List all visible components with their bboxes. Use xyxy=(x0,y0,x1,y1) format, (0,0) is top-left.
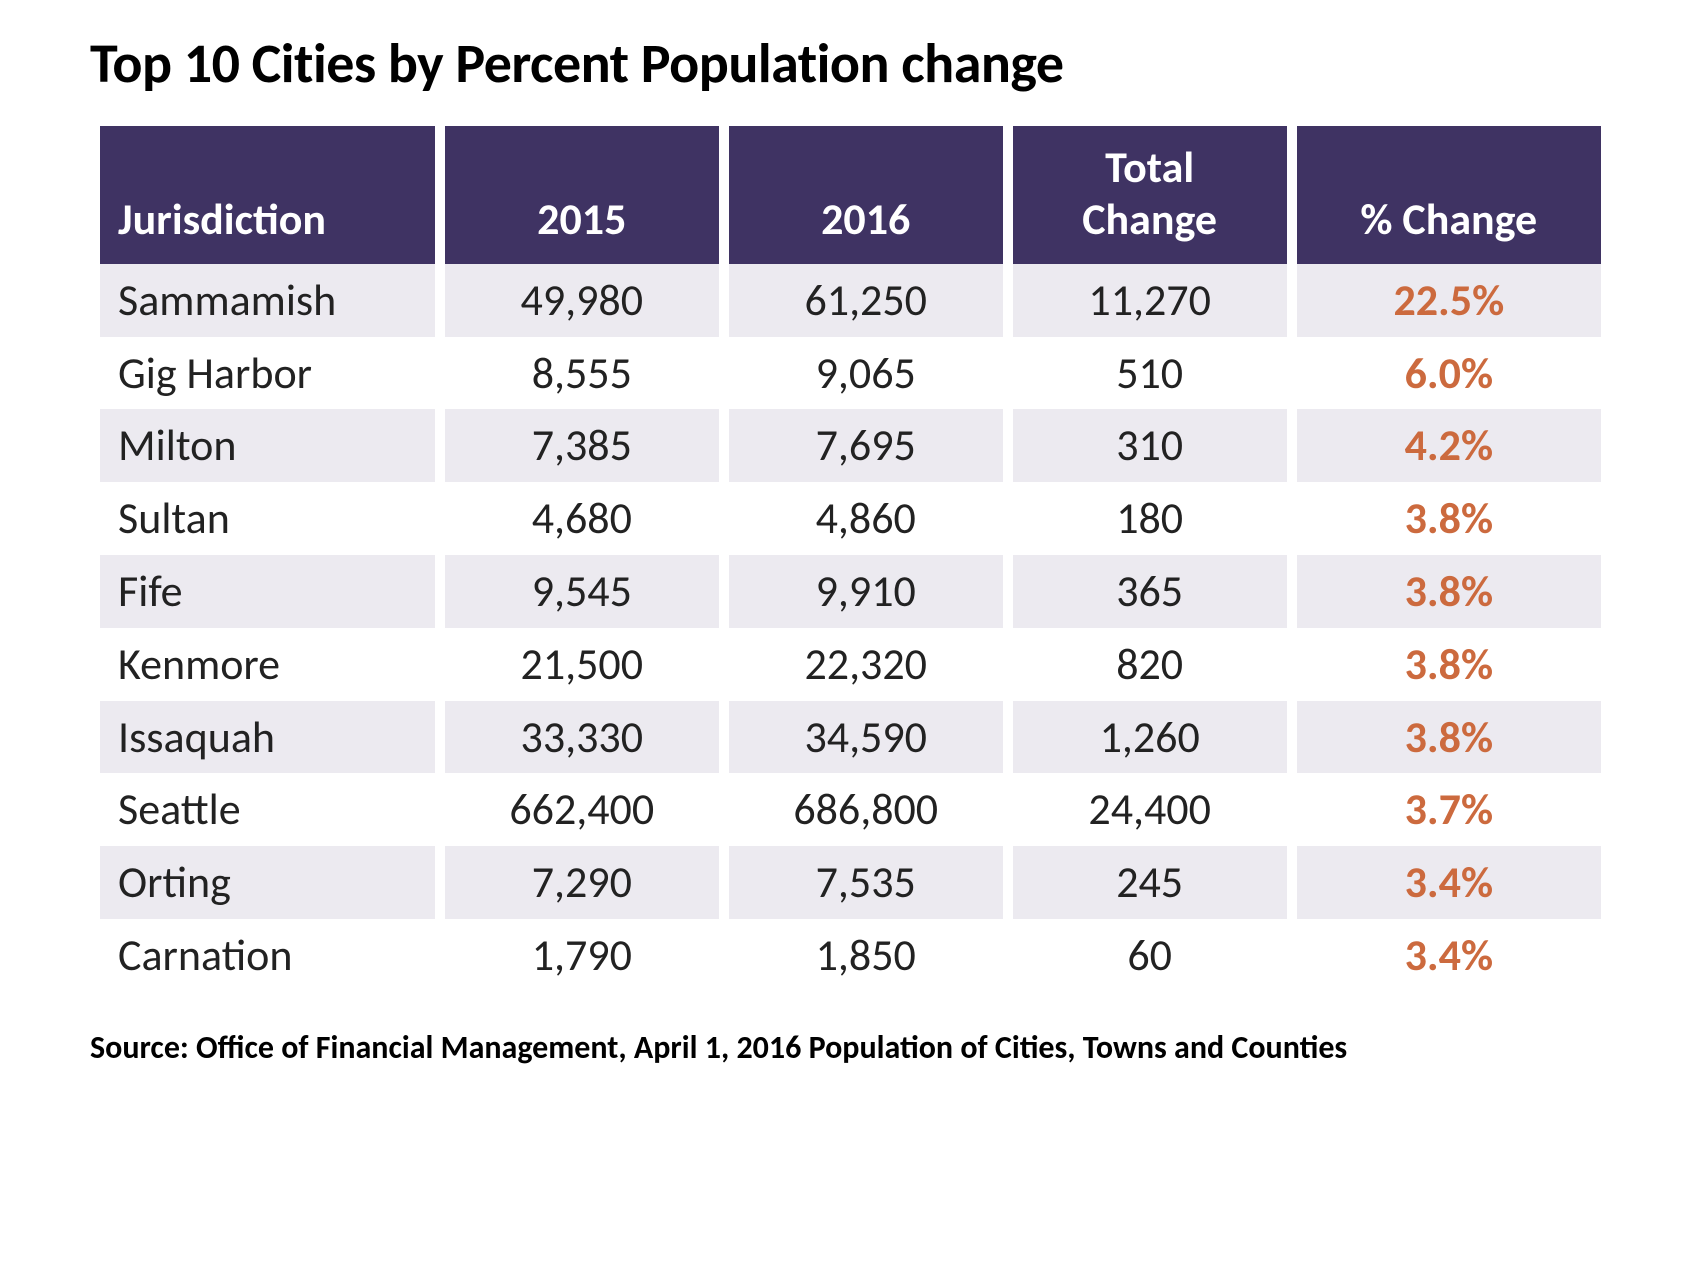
cell-2015: 7,290 xyxy=(445,846,719,919)
population-table: Jurisdiction 2015 2016 TotalChange % Cha… xyxy=(90,126,1611,992)
col-header-pct-change: % Change xyxy=(1297,126,1601,264)
table-row: Issaquah33,33034,5901,2603.8% xyxy=(100,701,1601,774)
table-row: Kenmore21,50022,3208203.8% xyxy=(100,628,1601,701)
cell-total-change: 60 xyxy=(1013,919,1287,992)
cell-total-change: 11,270 xyxy=(1013,264,1287,337)
cell-2016: 7,535 xyxy=(729,846,1003,919)
cell-jurisdiction: Carnation xyxy=(100,919,435,992)
cell-total-change: 820 xyxy=(1013,628,1287,701)
cell-jurisdiction: Fife xyxy=(100,555,435,628)
table-header-row: Jurisdiction 2015 2016 TotalChange % Cha… xyxy=(100,126,1601,264)
table-row: Seattle662,400686,80024,4003.7% xyxy=(100,773,1601,846)
cell-pct-change: 3.4% xyxy=(1297,919,1601,992)
cell-2016: 22,320 xyxy=(729,628,1003,701)
table-row: Carnation1,7901,850603.4% xyxy=(100,919,1601,992)
cell-jurisdiction: Seattle xyxy=(100,773,435,846)
col-header-2016: 2016 xyxy=(729,126,1003,264)
cell-2016: 7,695 xyxy=(729,409,1003,482)
cell-jurisdiction: Gig Harbor xyxy=(100,337,435,410)
cell-pct-change: 3.8% xyxy=(1297,482,1601,555)
cell-total-change: 24,400 xyxy=(1013,773,1287,846)
cell-2016: 4,860 xyxy=(729,482,1003,555)
cell-total-change: 310 xyxy=(1013,409,1287,482)
cell-2015: 7,385 xyxy=(445,409,719,482)
page-title: Top 10 Cities by Percent Population chan… xyxy=(90,30,1611,98)
cell-2016: 686,800 xyxy=(729,773,1003,846)
cell-jurisdiction: Kenmore xyxy=(100,628,435,701)
cell-pct-change: 3.8% xyxy=(1297,628,1601,701)
table-row: Orting7,2907,5352453.4% xyxy=(100,846,1601,919)
cell-total-change: 180 xyxy=(1013,482,1287,555)
cell-2015: 4,680 xyxy=(445,482,719,555)
cell-2015: 1,790 xyxy=(445,919,719,992)
cell-pct-change: 22.5% xyxy=(1297,264,1601,337)
cell-pct-change: 6.0% xyxy=(1297,337,1601,410)
cell-2015: 8,555 xyxy=(445,337,719,410)
cell-2015: 662,400 xyxy=(445,773,719,846)
cell-pct-change: 3.8% xyxy=(1297,701,1601,774)
col-header-total-change: TotalChange xyxy=(1013,126,1287,264)
page-container: Top 10 Cities by Percent Population chan… xyxy=(0,0,1701,1067)
cell-total-change: 1,260 xyxy=(1013,701,1287,774)
source-citation: Source: Office of Financial Management, … xyxy=(90,1028,1611,1067)
table-row: Sultan4,6804,8601803.8% xyxy=(100,482,1601,555)
cell-total-change: 510 xyxy=(1013,337,1287,410)
cell-total-change: 245 xyxy=(1013,846,1287,919)
cell-jurisdiction: Sultan xyxy=(100,482,435,555)
cell-pct-change: 3.8% xyxy=(1297,555,1601,628)
col-header-jurisdiction: Jurisdiction xyxy=(100,126,435,264)
cell-2016: 9,065 xyxy=(729,337,1003,410)
table-row: Gig Harbor8,5559,0655106.0% xyxy=(100,337,1601,410)
cell-total-change: 365 xyxy=(1013,555,1287,628)
cell-pct-change: 3.4% xyxy=(1297,846,1601,919)
table-row: Sammamish49,98061,25011,27022.5% xyxy=(100,264,1601,337)
cell-pct-change: 4.2% xyxy=(1297,409,1601,482)
cell-jurisdiction: Issaquah xyxy=(100,701,435,774)
col-header-2015: 2015 xyxy=(445,126,719,264)
cell-2015: 49,980 xyxy=(445,264,719,337)
cell-2016: 1,850 xyxy=(729,919,1003,992)
table-body: Sammamish49,98061,25011,27022.5%Gig Harb… xyxy=(100,264,1601,992)
cell-jurisdiction: Orting xyxy=(100,846,435,919)
cell-2015: 21,500 xyxy=(445,628,719,701)
cell-pct-change: 3.7% xyxy=(1297,773,1601,846)
cell-2016: 9,910 xyxy=(729,555,1003,628)
cell-2016: 61,250 xyxy=(729,264,1003,337)
cell-jurisdiction: Sammamish xyxy=(100,264,435,337)
table-row: Milton7,3857,6953104.2% xyxy=(100,409,1601,482)
table-row: Fife9,5459,9103653.8% xyxy=(100,555,1601,628)
cell-2016: 34,590 xyxy=(729,701,1003,774)
cell-2015: 9,545 xyxy=(445,555,719,628)
cell-2015: 33,330 xyxy=(445,701,719,774)
cell-jurisdiction: Milton xyxy=(100,409,435,482)
